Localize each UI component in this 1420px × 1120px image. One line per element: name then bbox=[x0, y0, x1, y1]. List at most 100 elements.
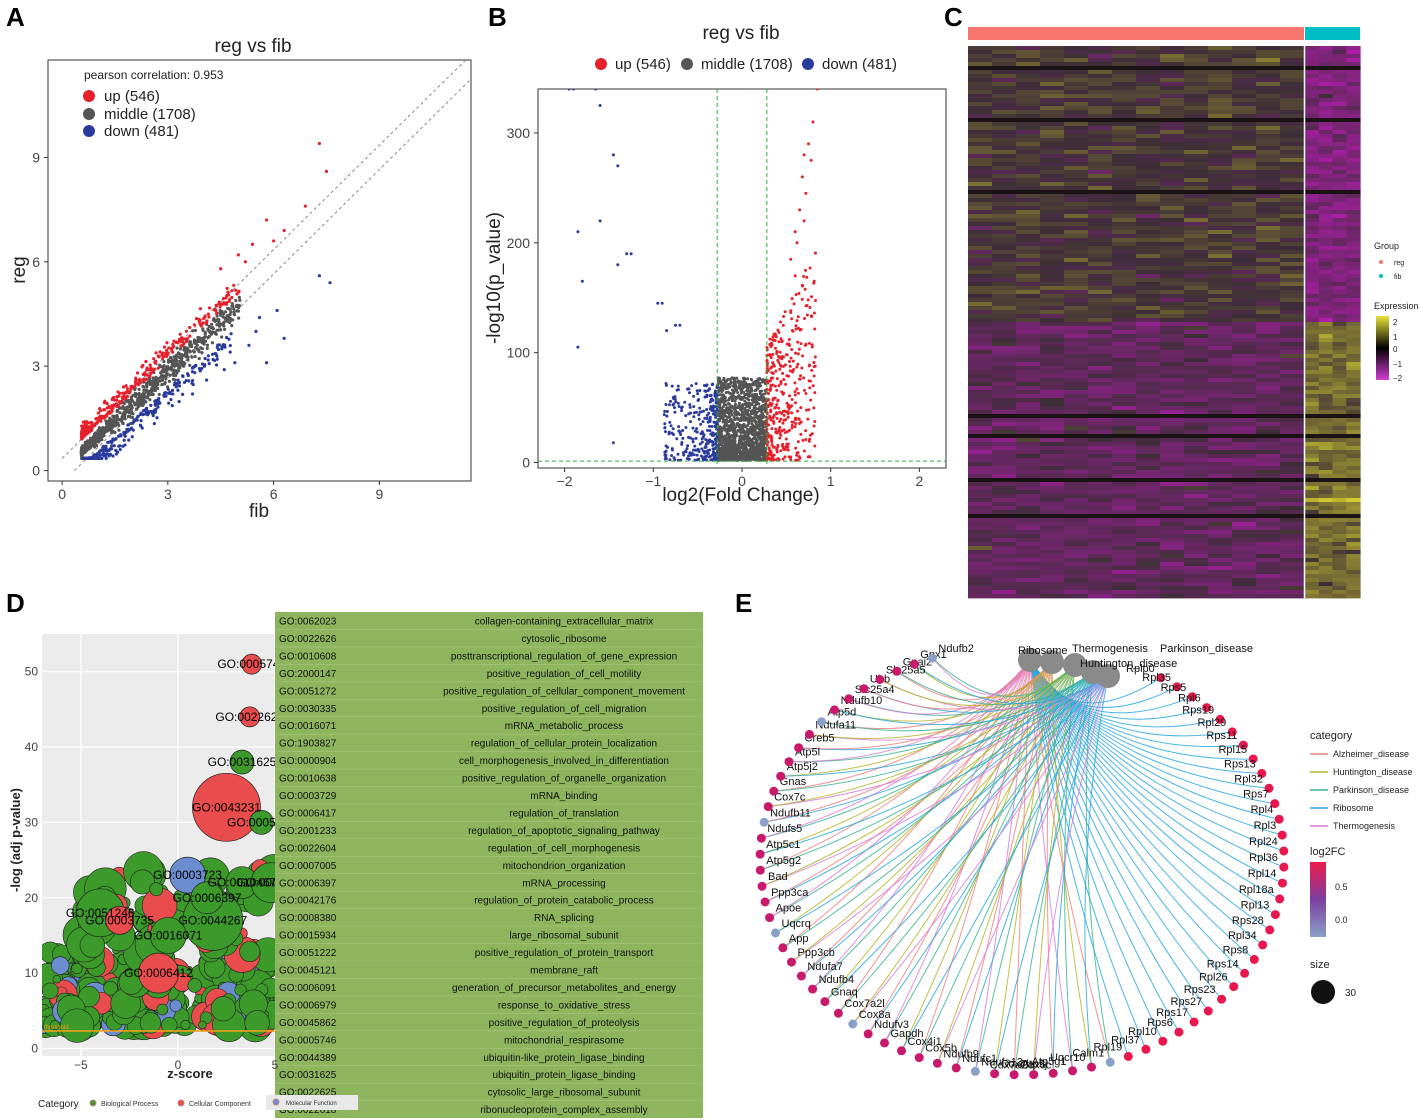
heatmap-cell bbox=[1160, 102, 1185, 107]
point-middle bbox=[195, 343, 199, 347]
point-middle bbox=[749, 377, 753, 381]
point-down bbox=[692, 405, 696, 409]
heatmap-cell bbox=[992, 278, 1017, 283]
heatmap-cell bbox=[1088, 298, 1113, 303]
heatmap-cell bbox=[1160, 174, 1185, 179]
heatmap-cell bbox=[1160, 86, 1185, 91]
heatmap-cell bbox=[1280, 318, 1305, 323]
point-middle bbox=[97, 431, 101, 435]
heatmap-cell bbox=[1040, 46, 1065, 51]
heatmap-cell bbox=[1136, 102, 1161, 107]
point-down bbox=[224, 335, 229, 340]
point-up bbox=[768, 401, 772, 405]
point-up bbox=[812, 406, 816, 410]
heatmap-cell bbox=[992, 210, 1017, 215]
heatmap-cell bbox=[1318, 318, 1334, 323]
heatmap-cell bbox=[1232, 166, 1257, 171]
heatmap-cell bbox=[1305, 278, 1320, 283]
point-middle bbox=[759, 438, 763, 442]
point-up bbox=[218, 305, 222, 309]
point-up bbox=[813, 355, 817, 359]
point-up bbox=[782, 448, 786, 452]
point-middle bbox=[190, 355, 194, 359]
heatmap-cell bbox=[1136, 50, 1161, 55]
heatmap-cell bbox=[1208, 50, 1233, 55]
heatmap-cell bbox=[1232, 66, 1257, 71]
heatmap-cell bbox=[1160, 58, 1185, 63]
point-up bbox=[780, 340, 784, 344]
point-down bbox=[616, 164, 620, 168]
heatmap-cell bbox=[1016, 110, 1041, 115]
heatmap-cell bbox=[1346, 202, 1361, 207]
heatmap-cell bbox=[1040, 258, 1065, 263]
heatmap-cell bbox=[1016, 246, 1041, 251]
point-down bbox=[629, 252, 633, 256]
point-down bbox=[228, 350, 232, 354]
heatmap-cell bbox=[1184, 146, 1209, 151]
point-middle bbox=[742, 451, 746, 455]
heatmap-cell bbox=[1305, 226, 1320, 231]
heatmap-cell bbox=[1184, 166, 1209, 171]
point-up bbox=[771, 338, 775, 342]
heatmap-cell bbox=[1016, 118, 1041, 123]
heatmap-cell bbox=[1064, 206, 1089, 211]
heatmap-cell bbox=[1136, 142, 1161, 147]
point-down bbox=[106, 440, 110, 445]
point-middle bbox=[217, 324, 222, 328]
point-down bbox=[181, 392, 185, 396]
point-down bbox=[689, 453, 693, 457]
heatmap-cell bbox=[1088, 74, 1113, 79]
heatmap-cell bbox=[1305, 54, 1320, 59]
point-middle bbox=[211, 318, 215, 322]
heatmap-cell bbox=[1064, 178, 1089, 183]
heatmap-cell bbox=[968, 78, 993, 83]
heatmap-cell bbox=[1184, 94, 1209, 99]
heatmap-cell bbox=[1346, 298, 1361, 303]
heatmap-cell bbox=[1208, 298, 1233, 303]
heatmap-cell bbox=[1136, 178, 1161, 183]
heatmap-cell bbox=[1136, 82, 1161, 87]
heatmap-cell bbox=[992, 142, 1017, 147]
heatmap-cell bbox=[1280, 150, 1305, 155]
heatmap-cell bbox=[1016, 310, 1041, 315]
point-middle bbox=[140, 396, 144, 401]
point-up bbox=[779, 337, 783, 341]
point-down bbox=[670, 454, 674, 458]
point-up bbox=[787, 342, 791, 346]
point-middle bbox=[182, 345, 186, 349]
point-down bbox=[713, 432, 717, 436]
heatmap-cell bbox=[968, 94, 993, 99]
point-down bbox=[172, 383, 177, 387]
point-middle bbox=[733, 426, 737, 430]
heatmap-cell bbox=[1346, 238, 1361, 243]
point-middle bbox=[89, 437, 93, 441]
heatmap-cell bbox=[968, 178, 993, 183]
heatmap-cell bbox=[1160, 282, 1185, 287]
heatmap-cell bbox=[992, 162, 1017, 167]
point-middle bbox=[162, 360, 166, 364]
heatmap-cell bbox=[1305, 230, 1320, 235]
point-up bbox=[771, 397, 775, 401]
point-up bbox=[800, 175, 804, 179]
heatmap-cell bbox=[992, 54, 1017, 59]
panel-b-points bbox=[538, 89, 946, 468]
point-up bbox=[774, 427, 778, 431]
heatmap-cell bbox=[1136, 278, 1161, 283]
point-middle bbox=[82, 448, 86, 452]
heatmap-cell bbox=[1040, 262, 1065, 267]
point-up bbox=[214, 304, 219, 308]
point-down bbox=[190, 392, 195, 396]
point-down bbox=[93, 453, 97, 457]
point-down bbox=[176, 378, 180, 382]
point-down bbox=[114, 448, 118, 452]
heatmap-cell bbox=[992, 330, 1017, 335]
heatmap-cell bbox=[1208, 258, 1233, 263]
point-middle bbox=[197, 350, 201, 354]
heatmap-cell bbox=[1332, 118, 1347, 123]
point-up bbox=[779, 320, 783, 324]
heatmap-cell bbox=[1136, 114, 1161, 119]
point-down bbox=[191, 382, 195, 387]
heatmap-cell bbox=[1088, 222, 1113, 227]
heatmap-cell bbox=[992, 314, 1017, 319]
heatmap-cell bbox=[1112, 210, 1137, 215]
